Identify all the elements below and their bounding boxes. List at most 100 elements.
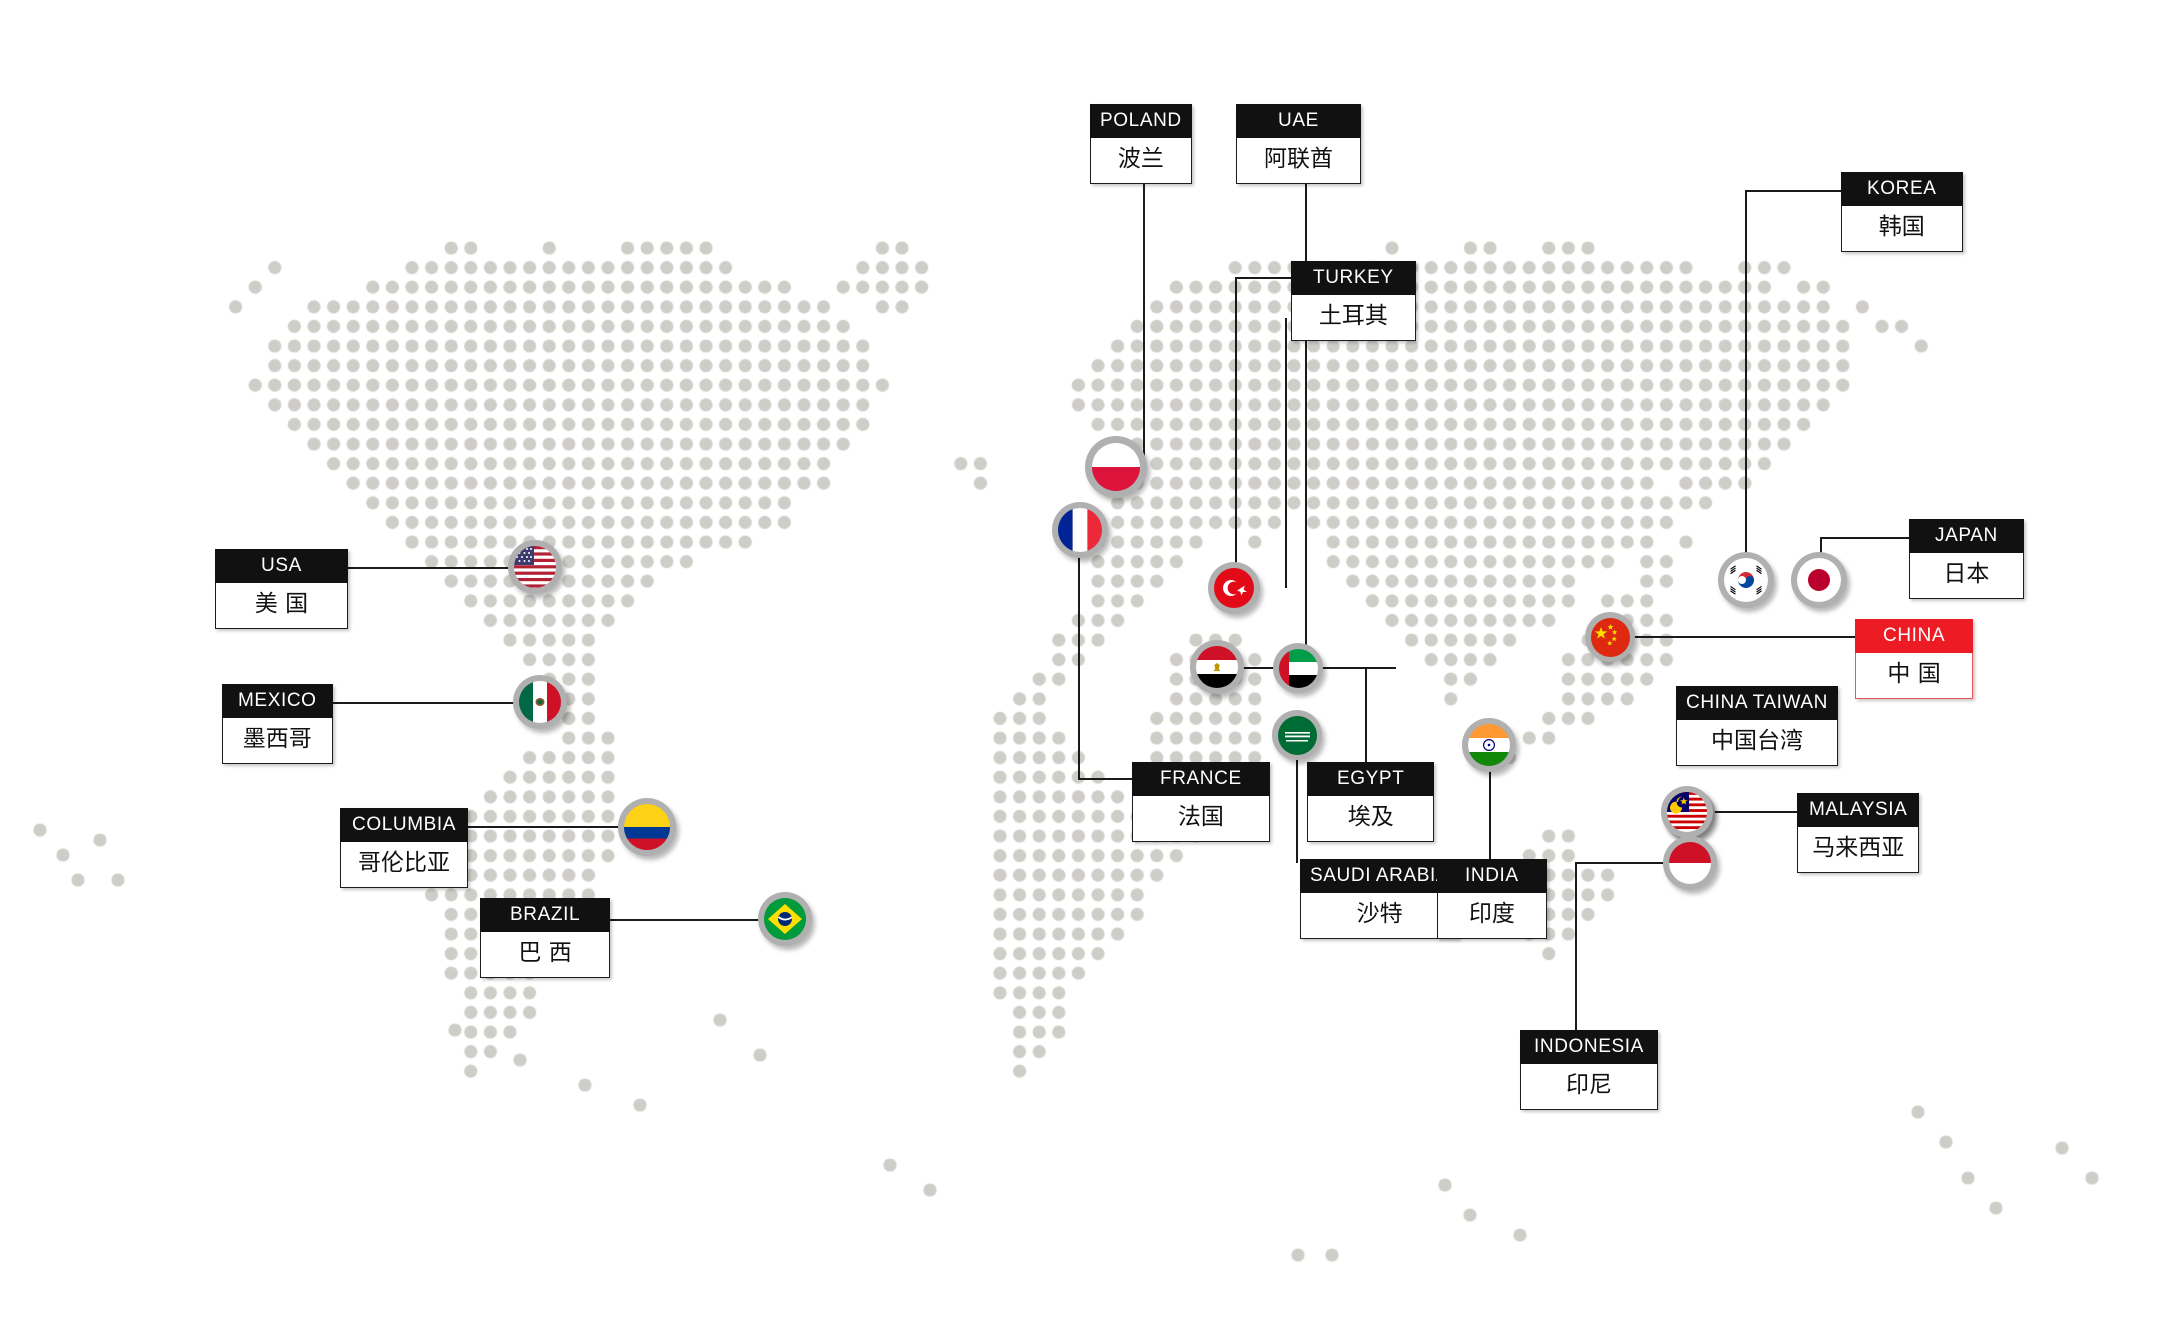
label-korea[interactable]: KOREA 韩国: [1841, 172, 1963, 252]
label-uae-cn: 阿联酋: [1236, 138, 1361, 184]
connector-uae-v: [1305, 152, 1307, 669]
saudi-pin[interactable]: [1272, 710, 1322, 760]
france-pin[interactable]: [1052, 502, 1108, 558]
turkey-flag-icon: [1214, 568, 1254, 608]
connector-usa-h: [335, 567, 517, 569]
label-turkey-cn: 土耳其: [1291, 295, 1416, 341]
connector-mexico-h: [333, 702, 523, 704]
connector-indonesia-h: [1575, 862, 1693, 864]
connector-malaysia-h: [1686, 811, 1803, 813]
connector-japan-h: [1820, 537, 1912, 539]
label-korea-en: KOREA: [1841, 172, 1963, 206]
indonesia-pin[interactable]: [1663, 836, 1717, 890]
label-brazil-en: BRAZIL: [480, 898, 611, 932]
connector-saudi-v: [1296, 735, 1298, 863]
poland-pin[interactable]: [1085, 436, 1147, 498]
columbia-flag-icon: [624, 804, 670, 850]
connector-turkey-v: [1235, 277, 1237, 587]
china-pin[interactable]: [1585, 612, 1635, 662]
connector-brazil-h: [572, 919, 772, 921]
brazil-pin[interactable]: [758, 892, 812, 946]
uae-pin[interactable]: [1273, 643, 1323, 693]
label-columbia-en: COLUMBIA: [340, 808, 469, 842]
egypt-flag-icon: [1196, 646, 1238, 688]
label-brazil-cn: 巴 西: [480, 932, 611, 978]
label-columbia[interactable]: COLUMBIA 哥伦比亚: [340, 808, 469, 888]
indonesia-flag-icon: [1669, 842, 1711, 884]
label-korea-cn: 韩国: [1841, 206, 1963, 252]
turkey-pin[interactable]: [1208, 562, 1260, 614]
label-egypt[interactable]: EGYPT 埃及: [1307, 762, 1435, 842]
france-flag-icon: [1058, 508, 1102, 552]
connector-china-h: [1610, 636, 1860, 638]
label-saudi-arabia-en: SAUDI ARABIA: [1300, 859, 1460, 893]
connector-korea-v: [1745, 190, 1747, 590]
label-china-cn: 中 国: [1855, 653, 1974, 699]
label-malaysia-cn: 马来西亚: [1797, 827, 1920, 873]
label-poland-cn: 波兰: [1090, 138, 1192, 184]
india-pin[interactable]: [1462, 718, 1516, 772]
label-japan[interactable]: JAPAN 日本: [1909, 519, 2024, 599]
korea-flag-icon: [1724, 558, 1768, 602]
japan-pin[interactable]: [1791, 552, 1847, 608]
label-malaysia-en: MALAYSIA: [1797, 793, 1920, 827]
label-usa-cn: 美 国: [215, 583, 348, 629]
label-turkey[interactable]: TURKEY 土耳其: [1291, 261, 1416, 341]
label-uae[interactable]: UAE 阿联酋: [1236, 104, 1361, 184]
label-malaysia[interactable]: MALAYSIA 马来西亚: [1797, 793, 1920, 873]
label-mexico-cn: 墨西哥: [222, 718, 333, 764]
label-turkey-en: TURKEY: [1291, 261, 1416, 295]
china-flag-icon: [1590, 617, 1630, 657]
connector-turkey-h: [1235, 277, 1297, 279]
korea-pin[interactable]: [1718, 552, 1774, 608]
connector-turkey-pin-v: [1285, 318, 1287, 588]
label-poland-en: POLAND: [1090, 104, 1192, 138]
connector-korea-h: [1745, 190, 1842, 192]
label-brazil[interactable]: BRAZIL 巴 西: [480, 898, 611, 978]
label-mexico-en: MEXICO: [222, 684, 333, 718]
brazil-flag-icon: [764, 898, 806, 940]
usa-flag-icon: [514, 546, 556, 588]
label-columbia-cn: 哥伦比亚: [340, 842, 469, 888]
label-china-taiwan[interactable]: CHINA TAIWAN 中国台湾: [1676, 686, 1838, 766]
connector-france-h: [1078, 778, 1132, 780]
label-saudi-arabia-cn: 沙特: [1300, 893, 1460, 939]
usa-pin[interactable]: [508, 540, 562, 594]
label-usa-en: USA: [215, 549, 348, 583]
connector-france-v: [1078, 529, 1080, 779]
label-france-en: FRANCE: [1132, 762, 1270, 796]
label-japan-cn: 日本: [1909, 553, 2024, 599]
label-india-cn: 印度: [1437, 893, 1547, 939]
label-india-en: INDIA: [1437, 859, 1547, 893]
poland-flag-icon: [1092, 443, 1140, 491]
mexico-pin[interactable]: [513, 675, 567, 729]
uae-flag-icon: [1278, 648, 1318, 688]
malaysia-pin[interactable]: [1661, 786, 1713, 838]
label-china[interactable]: CHINA 中 国: [1855, 619, 1974, 699]
label-indonesia-cn: 印尼: [1520, 1064, 1658, 1110]
label-japan-en: JAPAN: [1909, 519, 2024, 553]
columbia-pin[interactable]: [618, 798, 676, 856]
label-france[interactable]: FRANCE 法国: [1132, 762, 1270, 842]
label-mexico[interactable]: MEXICO 墨西哥: [222, 684, 333, 764]
label-saudi-arabia[interactable]: SAUDI ARABIA 沙特: [1300, 859, 1460, 939]
label-china-en: CHINA: [1855, 619, 1974, 653]
india-flag-icon: [1468, 724, 1510, 766]
connector-indonesia-v: [1575, 862, 1577, 1030]
label-poland[interactable]: POLAND 波兰: [1090, 104, 1192, 184]
label-egypt-en: EGYPT: [1307, 762, 1435, 796]
label-usa[interactable]: USA 美 国: [215, 549, 348, 629]
connector-egypt-v: [1365, 667, 1367, 772]
label-india[interactable]: INDIA 印度: [1437, 859, 1547, 939]
saudi-flag-icon: [1277, 715, 1317, 755]
egypt-pin[interactable]: [1190, 640, 1244, 694]
mexico-flag-icon: [519, 681, 561, 723]
label-uae-en: UAE: [1236, 104, 1361, 138]
label-indonesia-en: INDONESIA: [1520, 1030, 1658, 1064]
label-china-taiwan-cn: 中国台湾: [1676, 720, 1838, 766]
malaysia-flag-icon: [1667, 792, 1707, 832]
connector-columbia-h: [452, 826, 632, 828]
label-indonesia[interactable]: INDONESIA 印尼: [1520, 1030, 1658, 1110]
connector-poland-v: [1143, 152, 1145, 470]
